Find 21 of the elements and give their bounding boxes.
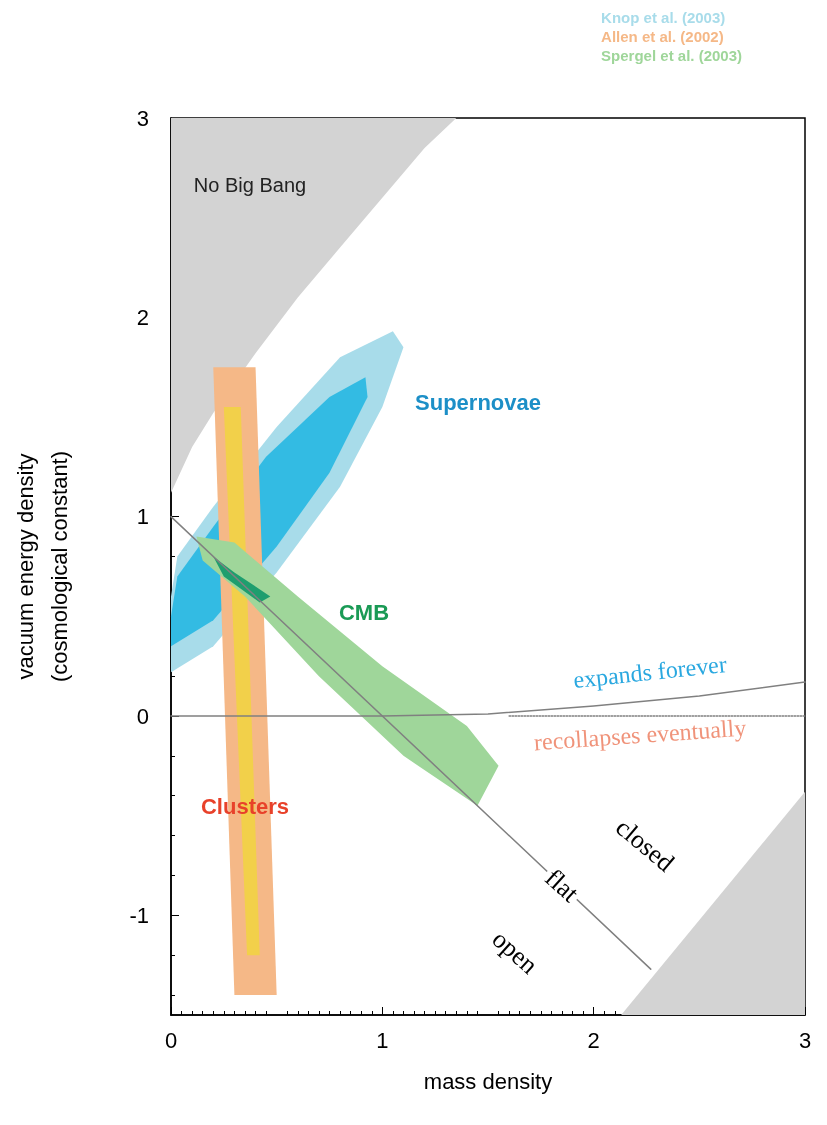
text: Knop et al. (2003) — [601, 9, 726, 26]
text: Allen et al. (2002) — [601, 28, 724, 45]
y-tick-label: 0 — [136, 703, 149, 729]
annotation: No Big Bang — [193, 174, 307, 196]
annotation: Supernovae — [415, 389, 541, 415]
x-axis-title: mass density — [423, 1068, 553, 1094]
y-tick-label: 2 — [136, 304, 149, 330]
annotation: flat — [539, 863, 586, 909]
text: Spergel et al. (2003) — [601, 47, 743, 64]
x-tick-label: 2 — [587, 1027, 600, 1053]
annotation: CMB — [338, 599, 390, 625]
y-axis-title: vacuum energy density (cosmological constant) — [12, 450, 72, 683]
y-tick-label: 1 — [136, 504, 149, 530]
annotation: expands forever — [572, 650, 728, 694]
x-tick-label: 1 — [376, 1027, 389, 1053]
y-tick-label: -1 — [129, 902, 149, 928]
x-tick-label: 0 — [164, 1027, 178, 1053]
y-tick-label: 3 — [136, 105, 149, 131]
annotation: open — [486, 924, 544, 980]
x-tick-label: 3 — [798, 1027, 812, 1053]
annotation: recollapses eventually — [533, 714, 747, 756]
